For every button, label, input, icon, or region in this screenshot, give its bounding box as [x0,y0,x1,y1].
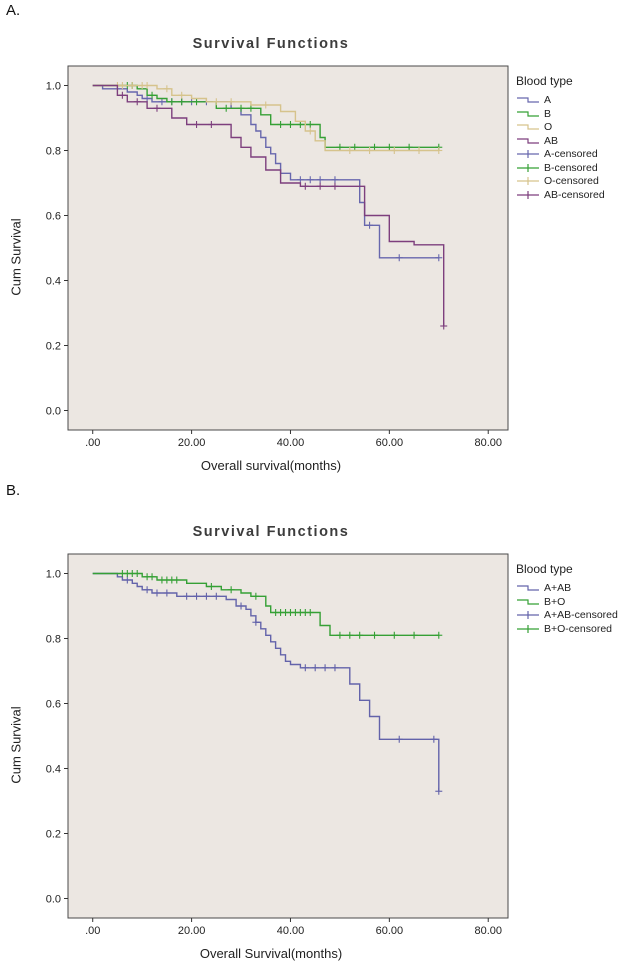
censored-marker-icon [517,150,539,158]
y-axis-label-wrap-b: Cum Survival [6,546,26,944]
censored-marker-icon [517,163,539,172]
legend-label: AB [544,134,559,147]
y-axis-label-b: Cum Survival [8,706,24,784]
svg-text:0.2: 0.2 [46,829,61,841]
survival-plot-a: .00 20.00 40.00 60.00 80.00 0.0 0.2 0.4 0.6 0.8 1.… [46,65,509,449]
legend-label: A+AB-censored [544,609,618,621]
svg-text:0.4: 0.4 [46,764,61,776]
svg-text:20.00: 20.00 [178,437,206,449]
svg-text:0.2: 0.2 [46,341,61,353]
panel-a: A. Survival Functions Cum Survival .00 20… [0,0,626,480]
censored-marker-icon [517,611,539,619]
censored-marker-icon [517,177,539,185]
step-line-icon [517,137,539,144]
x-axis-label-b: Overall Survival(months) [199,946,343,961]
svg-text:80.00: 80.00 [474,925,502,937]
svg-text:60.00: 60.00 [376,437,404,449]
censored-marker-icon [517,624,539,633]
legend-item-a: A [516,94,622,106]
legend-label: A-censored [544,148,598,160]
svg-text:0.6: 0.6 [46,699,61,711]
survival-chart-a: Survival Functions Cum Survival .00 20.00… [0,0,626,473]
svg-text:1.0: 1.0 [46,569,61,581]
svg-text:.00: .00 [85,925,100,937]
legend-label: A+AB [544,582,572,594]
legend-item-o: O [516,121,622,133]
legend-items-b: A+AB B+O A+AB-censored B+O-censored [516,582,622,635]
svg-text:80.00: 80.00 [474,437,502,449]
legend-item-ab-censored: AB-censored [516,189,622,201]
step-line-icon [517,585,539,591]
legend-item-b-o-censored: B+O-censored [516,623,622,635]
legend-label: B [544,107,552,120]
legend-item-b-censored: B-censored [516,162,622,174]
legend-item-a-censored: A-censored [516,148,622,160]
legend-title-b: Blood type [516,562,573,576]
survival-chart-b: Survival Functions Cum Survival .00 20.00… [0,480,626,961]
svg-text:0.0: 0.0 [46,894,61,906]
legend-label: B+O-censored [544,622,612,635]
legend-item-o-censored: O-censored [516,175,622,187]
panel-a-label: A. [6,2,21,19]
svg-text:0.4: 0.4 [46,276,61,288]
legend-b: Blood type A+AB B+O A+AB-censored B+O-censo… [516,546,622,944]
svg-text:0.8: 0.8 [46,634,61,646]
y-axis-label-a: Cum Survival [8,218,24,296]
svg-text:40.00: 40.00 [277,925,305,937]
chart-body-a: Cum Survival .00 20.00 40.00 60.00 80.00 0.0 0… [6,58,626,456]
step-line-icon [517,124,539,130]
svg-text:0.6: 0.6 [46,211,61,223]
svg-text:40.00: 40.00 [277,437,305,449]
chart-body-b: Cum Survival .00 20.00 40.00 60.00 80.00 0.0 0… [6,546,626,944]
legend-label: AB-censored [544,188,605,201]
legend-item-ab: AB [516,135,622,147]
legend-item-a-ab: A+AB [516,582,622,594]
svg-text:.00: .00 [85,437,100,449]
legend-item-a-ab-censored: A+AB-censored [516,609,622,621]
legend-label: O-censored [544,175,599,187]
x-axis-label-a: Overall survival(months) [200,458,342,473]
survival-plot-b: .00 20.00 40.00 60.00 80.00 0.0 0.2 0.4 0.6 0.8 1.… [46,553,509,937]
y-axis-label-wrap-a: Cum Survival [6,58,26,456]
censored-marker-icon [517,190,539,199]
svg-text:20.00: 20.00 [178,925,206,937]
svg-text:1.0: 1.0 [46,81,61,93]
legend-a: Blood type A B O AB A-censored B-censored O-ce… [516,58,622,456]
legend-item-b: B [516,108,622,120]
svg-text:0.0: 0.0 [46,406,61,418]
chart-title-b: Survival Functions [192,524,350,540]
step-line-icon [517,97,539,103]
legend-label: O [544,121,553,133]
panel-b-label: B. [6,482,21,499]
svg-text:0.8: 0.8 [46,146,61,158]
legend-label: B+O [544,595,566,608]
legend-item-b-o: B+O [516,596,622,608]
legend-items-a: A B O AB A-censored B-censored O-censored AB-ce… [516,94,622,201]
step-line-icon [517,598,539,605]
legend-title-a: Blood type [516,74,573,88]
chart-title-a: Survival Functions [192,36,350,52]
legend-label: A [544,94,552,106]
panel-b: B. Survival Functions Cum Survival .00 20… [0,480,626,975]
step-line-icon [517,110,539,117]
legend-label: B-censored [544,161,598,174]
svg-text:60.00: 60.00 [376,925,404,937]
